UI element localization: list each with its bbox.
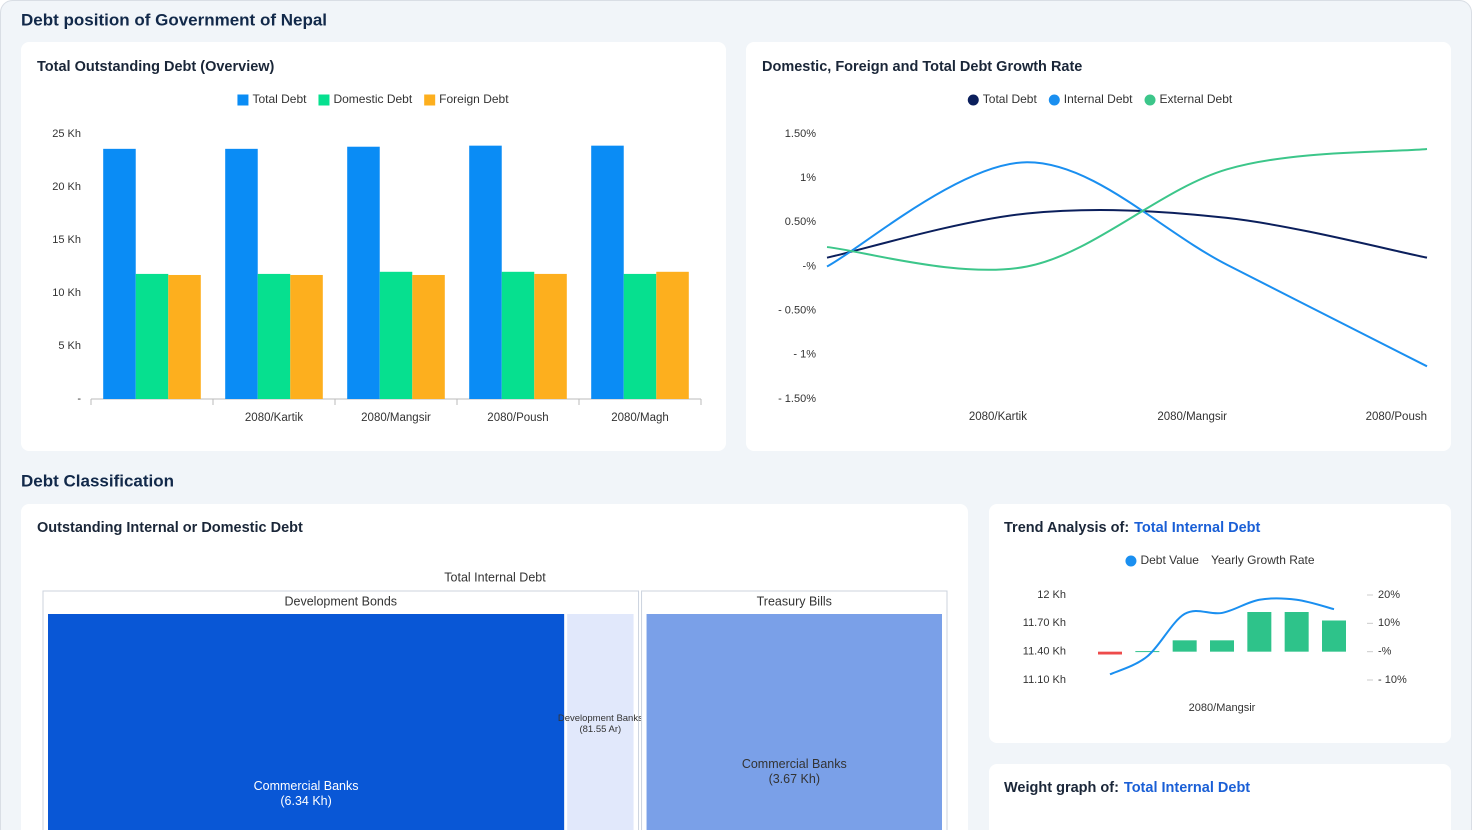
legend-label: Domestic Debt (333, 92, 412, 106)
legend-label: Total Debt (983, 92, 1038, 106)
treemap-root-label: Total Internal Debt (444, 570, 546, 584)
legend-label: Internal Debt (1064, 92, 1133, 106)
y-tick-label: 12 Kh (1037, 589, 1066, 601)
y-tick-label: 11.40 Kh (1023, 646, 1066, 658)
treemap-tile-label: Development Banks (558, 713, 643, 724)
bar (347, 146, 380, 399)
treemap-tile-label: Commercial Banks (254, 779, 359, 793)
bar (534, 273, 567, 399)
bar (469, 145, 502, 399)
legend-swatch (318, 94, 330, 106)
x-tick-label: 2080/Mangsir (361, 412, 431, 424)
line (826, 161, 1428, 368)
treemap-tile-value: (3.67 Kh) (769, 772, 820, 786)
x-tick-label: 2080/Mangsir (1189, 702, 1256, 714)
x-tick-label: 2080/Kartik (245, 412, 303, 424)
treemap-tile-value: (6.34 Kh) (280, 794, 331, 808)
card-title: Domestic, Foreign and Total Debt Growth … (762, 59, 1082, 75)
page-title: Debt position of Government of Nepal (21, 10, 327, 29)
bar (656, 271, 689, 399)
bar (1284, 612, 1309, 652)
bar (257, 273, 291, 399)
x-tick-label: 2080/Mangsir (1157, 411, 1227, 423)
legend-label: Yearly Growth Rate (1211, 553, 1315, 567)
y2-tick-label: -% (1378, 646, 1392, 658)
bar (290, 274, 323, 399)
x-tick-label: 2080/Kartik (969, 411, 1027, 423)
line (826, 148, 1428, 271)
card-title: Trend Analysis of: (1004, 520, 1129, 536)
y-tick-label: 5 Kh (58, 340, 81, 352)
legend-label: External Debt (1160, 92, 1233, 106)
bar (623, 273, 657, 399)
y-tick-label: 0.50% (785, 216, 816, 228)
treemap-tile-value: (81.55 Ar) (579, 724, 621, 735)
y2-tick-label: 20% (1378, 589, 1400, 601)
bar (1098, 651, 1122, 655)
treemap-group-label: Development Bonds (284, 594, 397, 608)
card (989, 764, 1451, 830)
legend-swatch (424, 94, 436, 106)
y2-tick-label: 10% (1378, 617, 1400, 629)
legend-label: Debt Value (1140, 553, 1199, 567)
bar (412, 274, 445, 399)
bar (168, 274, 201, 399)
treemap-tile-label: Commercial Banks (742, 757, 847, 771)
x-tick-label: 2080/Magh (611, 412, 669, 424)
treemap-tile (646, 614, 942, 830)
bar (225, 148, 258, 399)
y-tick-label: - 0.50% (778, 305, 816, 317)
bar (1210, 640, 1234, 652)
legend-swatch (1144, 94, 1156, 106)
bar (135, 273, 169, 399)
y-tick-label: 15 Kh (52, 234, 81, 246)
treemap-tile (48, 614, 565, 830)
card-title: Outstanding Internal or Domestic Debt (37, 520, 303, 536)
y-tick-label: 11.10 Kh (1023, 674, 1066, 686)
line (826, 209, 1428, 259)
treemap-tile (567, 614, 634, 830)
legend-label: Total Debt (252, 92, 307, 106)
y-tick-label: 1% (800, 172, 816, 184)
card-title-highlight: Total Internal Debt (1134, 520, 1260, 536)
bar (501, 271, 535, 399)
y-tick-label: 25 Kh (52, 128, 81, 140)
x-tick-label: 2080/Poush (487, 412, 548, 424)
bar (1135, 651, 1160, 653)
card-title: Total Outstanding Debt (Overview) (37, 59, 275, 75)
legend-swatch (1048, 94, 1060, 106)
y-tick-label: 20 Kh (52, 181, 81, 193)
bar (103, 148, 136, 399)
y-tick-label: 1.50% (785, 128, 816, 140)
bar (1247, 612, 1272, 652)
section-title: Debt Classification (21, 471, 174, 490)
line (1109, 597, 1335, 676)
legend-swatch (1125, 555, 1137, 567)
y-tick-label: - 1.50% (778, 393, 816, 405)
y-tick-label: 11.70 Kh (1023, 617, 1066, 629)
card-title-highlight: Total Internal Debt (1124, 780, 1250, 796)
y-tick-label: -% (803, 260, 817, 272)
card (746, 42, 1451, 451)
y2-tick-label: - 10% (1378, 674, 1407, 686)
legend-swatch (967, 94, 979, 106)
y-tick-label: - (77, 393, 81, 405)
treemap-group-label: Treasury Bills (757, 594, 832, 608)
bar (379, 271, 413, 399)
y-tick-label: - 1% (793, 349, 816, 361)
bar (591, 145, 624, 399)
x-tick-label: 2080/Poush (1366, 411, 1427, 423)
bar (1322, 620, 1346, 652)
y-tick-label: 10 Kh (52, 287, 81, 299)
legend-swatch (237, 94, 249, 106)
bar (1172, 640, 1197, 652)
card-title: Weight graph of: (1004, 780, 1119, 796)
legend-label: Foreign Debt (439, 92, 509, 106)
card (989, 504, 1451, 743)
